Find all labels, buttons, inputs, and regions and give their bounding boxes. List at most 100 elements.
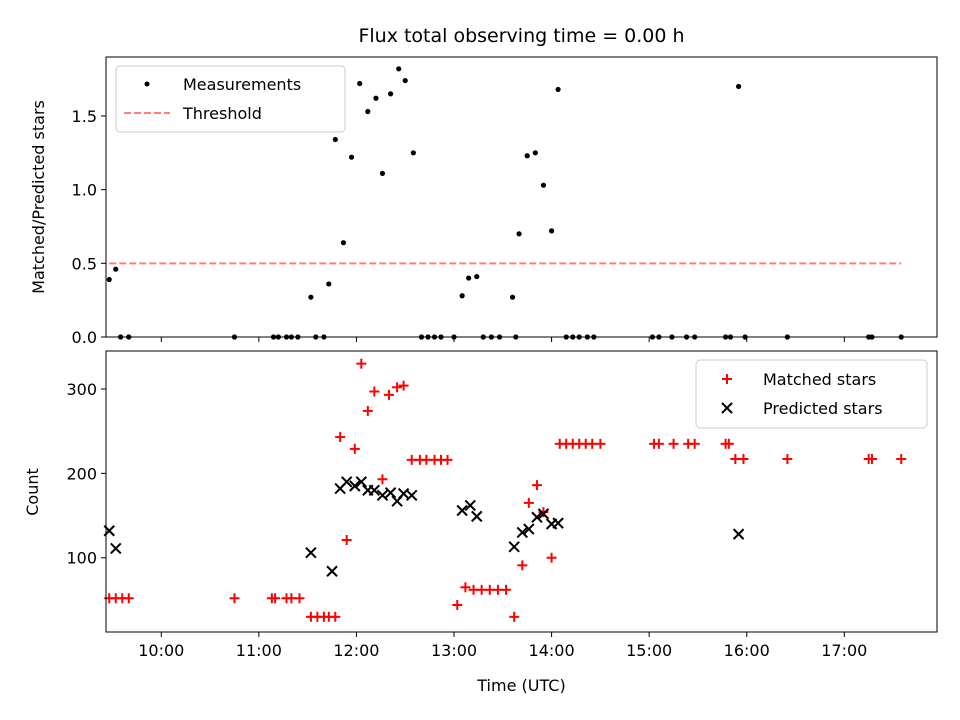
predicted-stars-point <box>464 499 476 512</box>
measurements-point <box>357 80 363 87</box>
matched-stars-point <box>229 593 240 604</box>
count-axes: 10:00 11:00 12:00 13:00 14:00 15:00 16:00 17:00… <box>23 350 938 695</box>
x-tick-label: 16:00 <box>724 641 770 660</box>
matched-stars-point <box>392 382 403 393</box>
matched-stars-point <box>349 443 360 454</box>
matched-stars-point <box>123 593 134 604</box>
matched-stars-point <box>866 454 877 465</box>
measurements-point <box>348 154 355 160</box>
matched-stars-point <box>517 560 528 571</box>
count-y-tick-label: 100 <box>66 549 97 568</box>
ratio-axis-ticks: 0.0 0.5 1.0 1.5 <box>72 107 845 347</box>
predicted-stars-point <box>456 504 468 517</box>
matched-stars-point <box>546 552 557 563</box>
measurements-point <box>113 266 119 272</box>
measurements-point <box>326 281 332 287</box>
predicted-stars-point <box>523 523 535 535</box>
measurements-legend-label: Measurements <box>183 75 301 94</box>
predicted-stars-point <box>368 484 381 496</box>
x-tick-label: 11:00 <box>236 641 282 660</box>
matched-stars-point <box>896 454 907 465</box>
matched-stars-point <box>377 474 388 485</box>
matched-stars-point <box>538 507 549 518</box>
predicted-stars-point <box>516 526 529 539</box>
predicted-stars-legend-label: Predicted stars <box>763 399 883 418</box>
measurements-point <box>509 294 516 300</box>
figure-title: Flux total observing time = 0.00 h <box>358 25 684 47</box>
measurements-point <box>466 275 472 281</box>
measurements-point <box>474 273 480 280</box>
ratio-y-axis-label: Matched/Predicted stars <box>29 100 48 294</box>
measurements-point <box>524 153 530 159</box>
measurements-point <box>548 228 555 234</box>
matched-stars-point <box>330 611 341 622</box>
predicted-stars-point <box>552 517 564 529</box>
measurements-point <box>516 231 522 237</box>
x-tick-label: 15:00 <box>626 641 672 660</box>
measurements-point <box>332 136 338 143</box>
predicted-stars-point <box>305 546 317 559</box>
predicted-stars-point <box>355 476 368 488</box>
count-axis-ticks: 10:00 11:00 12:00 13:00 14:00 15:00 16:00 17:00… <box>66 380 867 660</box>
x-tick-label: 13:00 <box>431 641 477 660</box>
x-tick-label: 10:00 <box>138 641 184 660</box>
matched-stars-point <box>294 593 305 604</box>
measurements-point <box>555 86 561 93</box>
matched-stars-point <box>335 432 346 443</box>
x-tick-label: 12:00 <box>333 641 379 660</box>
matched-stars-point <box>595 438 606 449</box>
predicted-stars-point <box>340 476 353 488</box>
measurements-point <box>308 294 314 300</box>
ratio-y-tick-label: 1.5 <box>72 107 97 126</box>
matched-stars-point <box>689 438 700 449</box>
predicted-stars-point <box>531 511 543 523</box>
measurements-point <box>106 276 112 283</box>
matched-stars-point <box>362 405 373 416</box>
measurements-point <box>410 150 416 156</box>
predicted-stars-point <box>406 489 418 502</box>
count-y-tick-label: 300 <box>66 380 97 399</box>
count-y-tick-label: 200 <box>66 464 97 483</box>
predicted-stars-point <box>110 542 122 555</box>
matched-stars-legend-label: Matched stars <box>763 370 876 389</box>
predicted-stars-point <box>537 508 550 520</box>
measurements-point <box>459 293 465 299</box>
matched-stars-point <box>341 535 352 546</box>
matched-stars-point <box>369 386 380 397</box>
matched-stars-point <box>460 582 471 593</box>
predicted-stars-point <box>349 480 361 492</box>
x-tick-label: 17:00 <box>821 641 867 660</box>
matched-stars-point <box>668 438 679 449</box>
ratio-legend: Measurements Threshold <box>115 65 346 133</box>
matched-stars-point <box>782 454 793 465</box>
predicted-stars-legend-marker <box>721 402 733 414</box>
matched-stars-point <box>501 584 512 595</box>
count-legend: Matched stars Predicted stars <box>695 359 928 429</box>
ratio-y-tick-label: 0.5 <box>72 254 97 273</box>
count-y-axis-label: Count <box>23 468 42 516</box>
matched-stars-point <box>653 438 664 449</box>
measurements-point <box>379 170 386 177</box>
predicted-stars-point <box>376 489 389 502</box>
measurements-point <box>387 91 394 97</box>
measurements-point <box>736 83 742 90</box>
measurements-point <box>365 108 371 115</box>
count-plot-data <box>103 358 907 622</box>
measurements-legend-marker <box>144 81 150 87</box>
count-axes-frame <box>105 350 938 633</box>
measurements-point <box>532 150 538 156</box>
matched-stars-point <box>356 358 367 369</box>
predicted-stars-point <box>471 510 483 523</box>
matched-stars-legend-marker <box>722 374 732 384</box>
threshold-legend-label: Threshold <box>182 104 262 123</box>
x-axis-label: Time (UTC) <box>476 676 565 695</box>
ratio-axes: 0.0 0.5 1.0 1.5 Matched/Predicted stars Mea… <box>29 56 938 347</box>
measurements-point <box>373 95 379 101</box>
predicted-stars-point <box>508 541 520 553</box>
x-tick-label: 14:00 <box>529 641 575 660</box>
predicted-stars-point <box>732 528 745 540</box>
measurements-point <box>396 66 402 72</box>
matched-stars-point <box>442 454 453 465</box>
matched-stars-point <box>723 438 734 449</box>
